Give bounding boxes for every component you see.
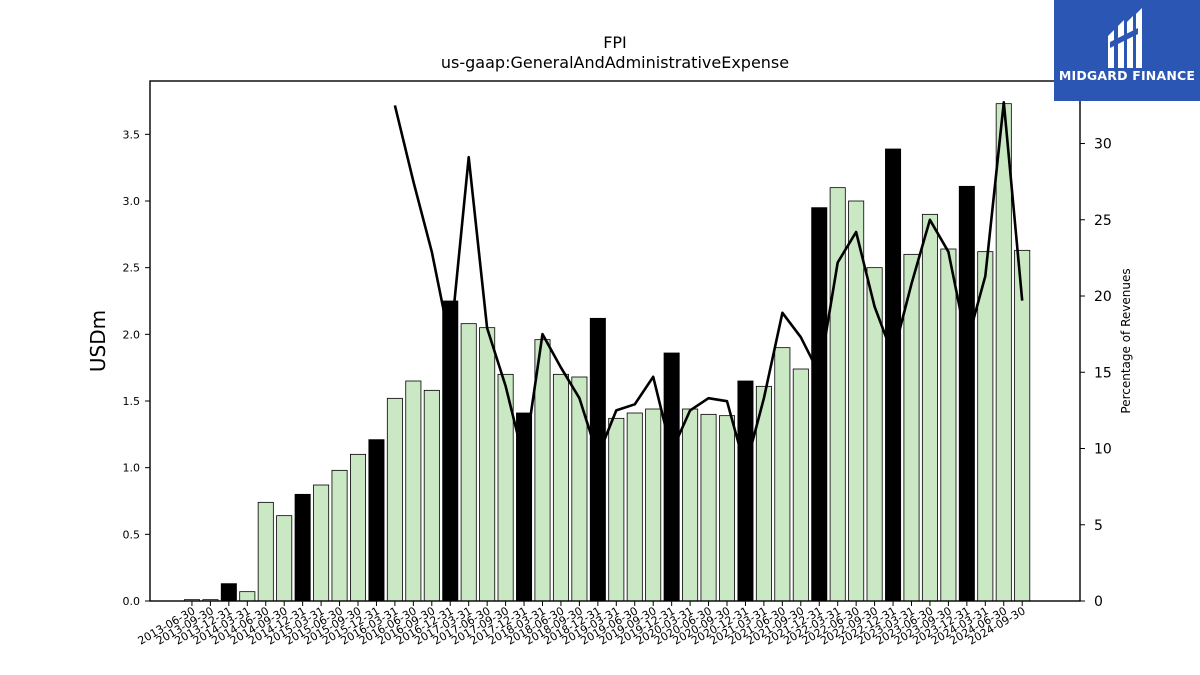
bar <box>331 469 348 602</box>
bar <box>239 591 256 602</box>
bar <box>774 347 791 602</box>
y2-tick-label: 10 <box>1094 442 1112 458</box>
y-tick-label: 2.5 <box>123 262 141 275</box>
bar <box>349 453 366 602</box>
bar <box>958 185 975 602</box>
y-tick-label: 3.5 <box>123 128 141 141</box>
bar <box>626 412 643 602</box>
chart-subtitle: us-gaap:GeneralAndAdministrativeExpense <box>441 53 789 72</box>
brand-logo: MIDGARD FINANCE <box>1054 0 1200 101</box>
y-tick-label: 1.5 <box>123 395 141 408</box>
bar <box>700 413 717 602</box>
bar <box>571 376 588 602</box>
bar <box>442 300 459 602</box>
line-group <box>393 101 1024 470</box>
y-tick-label: 0.0 <box>123 595 141 608</box>
plot-frame <box>149 80 1081 602</box>
bar <box>405 380 422 602</box>
bar <box>737 380 754 602</box>
bar <box>257 501 274 602</box>
bar <box>719 415 736 602</box>
bar <box>313 484 330 602</box>
y-tick-label: 1.0 <box>123 462 141 475</box>
bar <box>1014 249 1031 602</box>
brand-logo-text: MIDGARD FINANCE <box>1058 68 1196 83</box>
bar <box>995 103 1012 602</box>
bar <box>792 368 809 602</box>
bar <box>552 373 569 602</box>
bar <box>921 213 938 602</box>
y-axis-label: USDm <box>86 310 110 372</box>
bar <box>589 317 606 602</box>
bar <box>940 248 957 602</box>
chart-title: FPI <box>603 33 627 52</box>
bar <box>368 439 385 602</box>
y2-tick-label: 15 <box>1094 365 1112 381</box>
y2-tick-label: 25 <box>1094 213 1112 229</box>
axes-group: 0.00.51.01.52.02.53.03.50510152025302013… <box>123 80 1112 648</box>
bar <box>829 187 846 602</box>
bar <box>885 148 902 602</box>
bar <box>220 583 237 602</box>
y-tick-label: 0.5 <box>123 528 141 541</box>
bar <box>479 327 496 602</box>
y2-tick-label: 30 <box>1094 137 1112 153</box>
y2-tick-label: 5 <box>1094 518 1103 534</box>
bar <box>977 251 994 602</box>
bar <box>645 408 662 602</box>
bar <box>848 200 865 602</box>
y2-axis-label: Percentage of Revenues <box>1119 268 1133 413</box>
bar <box>682 408 699 602</box>
bars-group <box>183 103 1031 602</box>
y2-tick-label: 20 <box>1094 289 1112 305</box>
bar <box>386 397 403 602</box>
percentage-line <box>393 101 1024 470</box>
bar <box>294 493 311 602</box>
bar <box>608 417 625 602</box>
bar <box>811 207 828 602</box>
bar <box>460 323 477 602</box>
bar <box>423 389 440 602</box>
y-tick-label: 3.0 <box>123 195 141 208</box>
y-tick-label: 2.0 <box>123 328 141 341</box>
y2-tick-label: 0 <box>1094 594 1103 610</box>
bar <box>276 515 293 602</box>
midgard-logo-icon <box>1108 8 1142 68</box>
bar <box>663 352 680 602</box>
